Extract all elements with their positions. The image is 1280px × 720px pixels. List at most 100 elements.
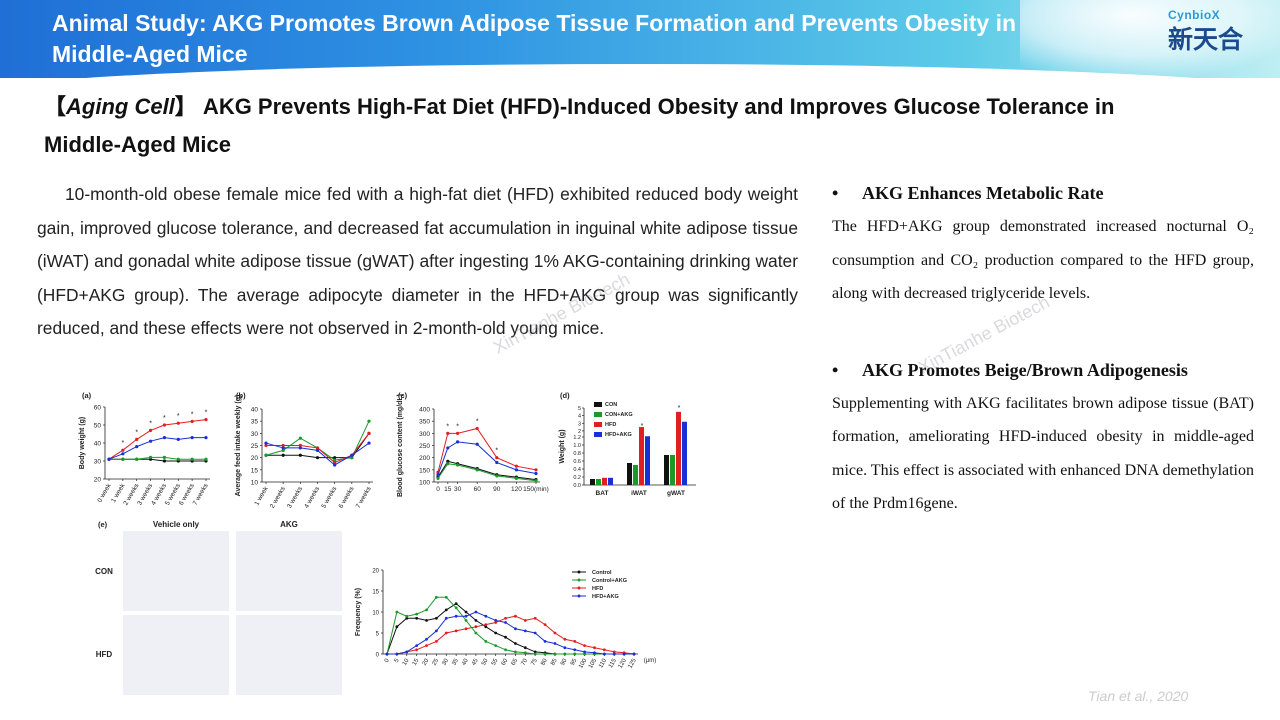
frequency-x-tick-label: 60	[501, 657, 510, 666]
section-heading-text: AKG Enhances Metabolic Rate	[862, 183, 1104, 203]
panel-c-x-tick-label: 90	[493, 486, 501, 493]
panel-c-y-label: Blood glucose content (mg/dL)	[397, 394, 404, 497]
panel-d-y-tick-label: 0.6	[573, 459, 581, 465]
panel-c-point	[436, 476, 440, 480]
panel-c-x-tick-label: 60	[474, 486, 482, 493]
frequency-point	[454, 614, 458, 618]
panel-b-point	[281, 446, 285, 450]
panel-b-x-tick-label: 5 weeks	[320, 485, 338, 510]
frequency-point	[435, 616, 438, 620]
panel-a-point	[135, 437, 139, 441]
panel-b-x-tick-label: 2 weeks	[269, 485, 287, 510]
panel-c-annotation: *	[476, 418, 479, 425]
panel-b-point	[264, 441, 268, 445]
histology-con-akg	[236, 531, 342, 611]
subtitle-text: AKG Prevents High-Fat Diet (HFD)-Induced…	[44, 94, 1115, 157]
frequency-point	[425, 644, 428, 647]
right-column: • AKG Enhances Metabolic Rate The HFD+AKG…	[832, 176, 1254, 521]
frequency-x-tick-label: 50	[481, 657, 490, 666]
panel-c-point	[495, 456, 499, 460]
panel-d-y-tick-label: 0.4	[573, 467, 581, 473]
panel-b-panel-label: (b)	[236, 391, 246, 400]
panel-b-point	[264, 443, 268, 448]
frequency-point	[593, 646, 596, 650]
frequency-y-tick-label: 5	[376, 632, 380, 638]
panel-b-y-tick-label: 10	[251, 480, 259, 487]
panel-c-y-tick-label: 300	[419, 431, 430, 438]
bullet: •	[832, 359, 839, 380]
header-highlight	[1020, 0, 1280, 78]
frequency-legend-marker	[577, 578, 581, 582]
frequency-point	[484, 623, 488, 626]
panel-d-x-tick-label: BAT	[596, 490, 609, 497]
panel-a-point	[162, 436, 167, 440]
panel-a-point	[190, 419, 194, 423]
panel-b-point	[367, 441, 371, 445]
panel-b-point	[298, 446, 302, 450]
frequency-point	[484, 614, 488, 618]
frequency-point	[494, 621, 498, 624]
panel-d-y-tick-label: 4	[578, 414, 581, 420]
panel-d-annotation: *	[641, 423, 644, 430]
frequency-x-tick-label: 40	[461, 657, 470, 666]
panel-a-annotation: *	[177, 413, 180, 420]
panel-c-point	[514, 468, 519, 472]
panel-c-panel-label: (c)	[398, 391, 408, 400]
panel-c-point	[534, 479, 538, 483]
frequency-point	[454, 629, 458, 633]
frequency-point	[583, 652, 586, 656]
panel-d-bar	[633, 465, 638, 485]
panel-b-x-tick-label: 1 week	[253, 485, 270, 507]
frequency-point	[435, 629, 438, 633]
logo-cn: 新天合	[1168, 26, 1244, 54]
panel-a-point	[204, 436, 208, 440]
frequency-x-tick-label: 110	[598, 657, 608, 669]
frequency-point	[444, 616, 448, 620]
frequency-x-tick-label: 95	[570, 657, 579, 666]
panel-d-y-tick-label: 0.2	[573, 475, 581, 481]
frequency-point	[464, 614, 468, 618]
frequency-point	[573, 648, 577, 652]
panel-c-point	[475, 468, 479, 472]
frequency-x-tick-label: 65	[511, 657, 520, 666]
panel-a-point	[135, 445, 139, 449]
panel-e-label: (e)	[98, 520, 108, 529]
panel-b-point	[367, 431, 371, 435]
frequency-point	[514, 642, 517, 645]
panel-c-point	[456, 440, 460, 444]
frequency-x-tick-label: 70	[521, 657, 530, 666]
header-curve	[0, 64, 1280, 184]
panel-c-point	[475, 426, 479, 431]
panel-c-x-tick-label: 150(min)	[523, 486, 549, 493]
panel-d-legend-swatch	[594, 412, 602, 417]
panel-c-x-tick-label: 15	[444, 486, 452, 493]
histology-hfd-akg	[236, 615, 342, 695]
frequency-point	[543, 640, 547, 643]
frequency-point	[523, 629, 527, 633]
panel-a-point	[162, 455, 167, 459]
frequency-point	[523, 619, 527, 622]
panel-b-y-tick-label: 35	[251, 419, 259, 426]
panel-a-point	[162, 423, 167, 427]
panel-c-point	[446, 431, 450, 435]
frequency-point	[454, 606, 458, 610]
panel-b-x-tick-label: 6 weeks	[338, 485, 356, 510]
panel-c-annotation: *	[456, 423, 459, 430]
frequency-point	[415, 612, 419, 616]
frequency-point	[444, 608, 448, 612]
frequency-point	[593, 651, 596, 655]
panel-b-point	[315, 446, 320, 450]
frequency-series-line	[387, 611, 634, 655]
panel-c-series-line	[437, 427, 537, 473]
panel-b-y-tick-label: 30	[251, 431, 259, 438]
panel-a-point	[190, 457, 194, 461]
frequency-point	[612, 650, 616, 654]
frequency-point	[622, 652, 626, 656]
panel-a-point	[121, 457, 125, 461]
panel-a-y-tick-label: 30	[94, 459, 102, 466]
frequency-x-tick-label: 15	[412, 657, 421, 666]
panel-a-y-tick-label: 60	[94, 405, 102, 412]
frequency-point	[602, 652, 606, 656]
citation: Tian et al., 2020	[1088, 688, 1189, 704]
